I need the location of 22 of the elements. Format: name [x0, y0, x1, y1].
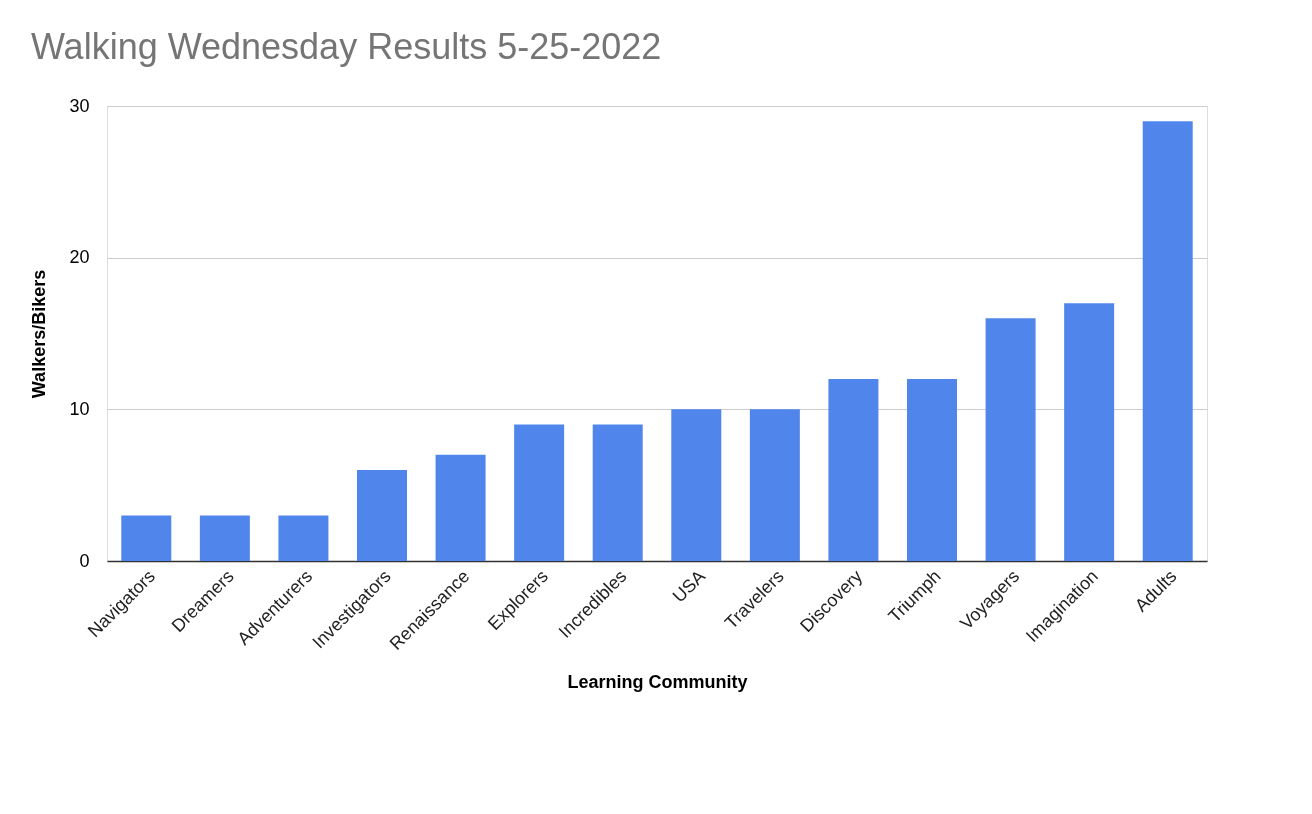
bar: [985, 318, 1036, 561]
y-tick-label: 0: [79, 550, 90, 571]
bar: [1142, 121, 1193, 561]
bar: [1064, 303, 1115, 561]
y-tick-label: 20: [69, 247, 90, 268]
bar: [278, 515, 329, 561]
bar: [749, 409, 800, 561]
bar: [514, 424, 565, 561]
bar: [435, 454, 486, 561]
bar: [828, 379, 879, 561]
y-tick-label: 10: [69, 398, 90, 419]
bar: [671, 409, 722, 561]
bar: [907, 379, 957, 561]
y-tick-label: 30: [69, 95, 90, 116]
bar: [592, 424, 643, 561]
bar: [357, 470, 407, 561]
x-axis-title: Learning Community: [567, 671, 748, 692]
bar: [199, 515, 250, 561]
x-tick-label: USA: [668, 566, 710, 607]
y-axis-title: Walkers/Bikers: [29, 269, 50, 399]
bar: [121, 515, 172, 561]
chart-title: Walking Wednesday Results 5-25-2022: [30, 26, 662, 67]
